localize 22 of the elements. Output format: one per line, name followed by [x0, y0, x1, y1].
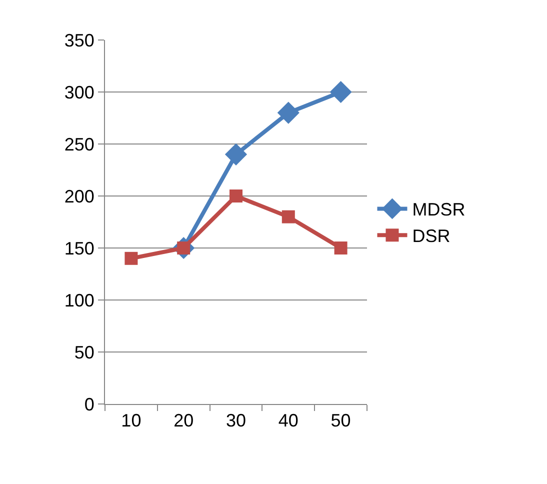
- legend-label: DSR: [412, 226, 450, 246]
- legend-label: MDSR: [412, 200, 466, 220]
- y-tick-label: 50: [74, 342, 94, 362]
- point: [330, 80, 352, 104]
- y-tick-label: 0: [84, 394, 94, 414]
- y-tick-label: 100: [64, 290, 94, 310]
- x-tick-label: 10: [121, 410, 142, 431]
- y-tick-label: 300: [64, 82, 94, 102]
- x-tick-label: 40: [278, 410, 298, 431]
- point: [334, 242, 348, 254]
- x-tick-label: 30: [226, 410, 246, 431]
- point: [124, 252, 138, 265]
- y-tick-label: 150: [64, 238, 94, 258]
- point: [277, 102, 300, 124]
- x-tick-label: 50: [330, 410, 351, 431]
- y-tick-label: 250: [64, 134, 94, 154]
- point: [230, 190, 242, 202]
- point: [282, 210, 295, 224]
- point: [224, 143, 248, 166]
- x-tick-label: 20: [174, 410, 194, 431]
- y-tick-label: 350: [64, 30, 94, 50]
- y-tick-label: 200: [64, 186, 94, 206]
